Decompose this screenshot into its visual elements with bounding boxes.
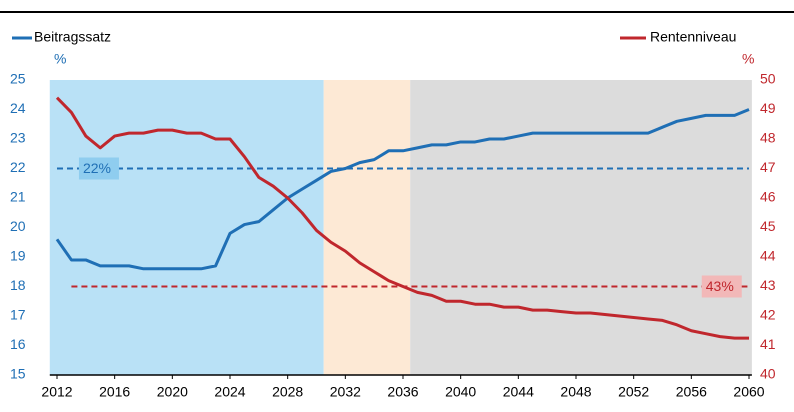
region (410, 80, 752, 375)
x-tick-label: 2060 (733, 384, 764, 400)
x-tick-label: 2048 (560, 384, 591, 400)
y-tick-label: 23 (10, 130, 26, 146)
x-tick-label: 2024 (214, 384, 245, 400)
y-tick-label: 17 (10, 307, 26, 323)
y-tick-label: 22 (10, 159, 26, 175)
y2-tick-label: 44 (760, 248, 776, 264)
legend-label: Rentenniveau (650, 29, 736, 45)
y-tick-label: 15 (10, 366, 26, 382)
x-tick-label: 2020 (157, 384, 188, 400)
y-axis-label: % (54, 51, 66, 67)
y2-tick-label: 49 (760, 100, 776, 116)
series-line (55, 108, 750, 271)
y2-tick-label: 42 (760, 307, 776, 323)
series-line (55, 96, 749, 340)
y-tick-label: 25 (10, 71, 26, 87)
x-tick-label: 2032 (330, 384, 361, 400)
y-tick-label: 24 (10, 100, 26, 116)
x-tick-label: 2056 (676, 384, 707, 400)
reference-label-bg (78, 157, 119, 180)
reference-label-bg (701, 275, 742, 298)
y2-axis-label: % (742, 51, 754, 67)
region (49, 80, 324, 375)
y2-tick-label: 45 (760, 218, 776, 234)
y-tick-label: 18 (10, 277, 26, 293)
y-tick-label: 21 (10, 189, 26, 205)
x-tick-label: 2044 (503, 384, 534, 400)
y2-tick-label: 41 (760, 336, 776, 352)
legend-label: Beitragssatz (34, 29, 111, 45)
y-tick-label: 20 (10, 218, 26, 234)
x-tick-label: 2012 (41, 384, 72, 400)
x-tick-label: 2016 (99, 384, 130, 400)
reference-label: 22% (83, 160, 111, 176)
y2-tick-label: 46 (760, 189, 776, 205)
y2-tick-label: 47 (760, 159, 776, 175)
y2-tick-label: 43 (760, 277, 776, 293)
reference-label: 43% (706, 278, 734, 294)
y2-tick-label: 40 (760, 366, 776, 382)
y-tick-label: 16 (10, 336, 26, 352)
x-tick-label: 2040 (445, 384, 476, 400)
x-tick-label: 2036 (387, 384, 418, 400)
y2-tick-label: 50 (760, 71, 776, 87)
x-tick-label: 2028 (272, 384, 303, 400)
y2-tick-label: 48 (760, 130, 776, 146)
region (323, 80, 411, 375)
y-tick-label: 19 (10, 248, 26, 264)
x-tick-label: 2052 (618, 384, 649, 400)
